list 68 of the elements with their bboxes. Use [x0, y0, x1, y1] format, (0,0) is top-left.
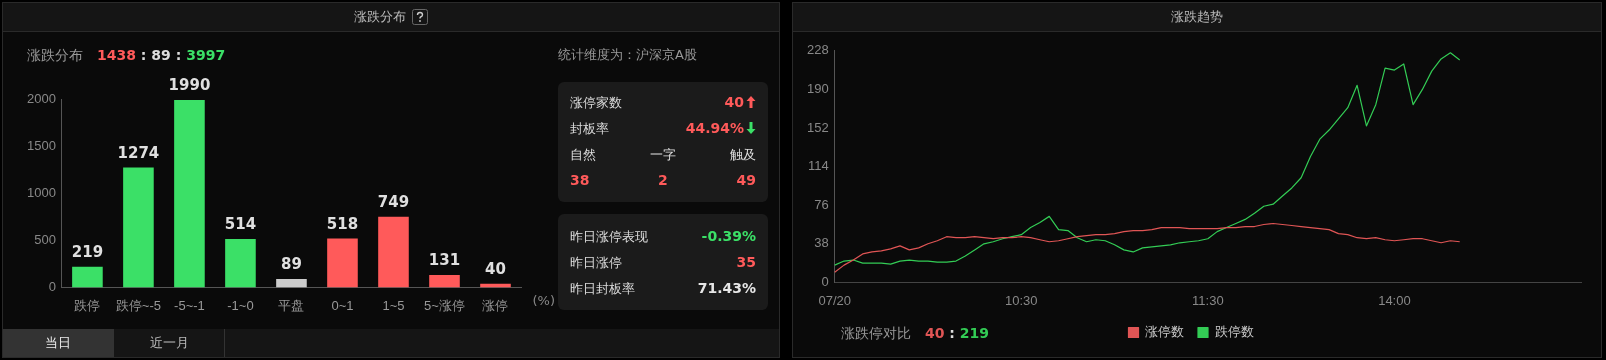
bar: [225, 238, 256, 288]
x-axis-title: (%): [532, 293, 555, 309]
x-tick-label: 11:30: [1192, 292, 1224, 308]
bar: [72, 266, 103, 288]
text: 38: [570, 172, 590, 188]
text: 昨日涨停: [570, 254, 622, 272]
x-tick-label: 跌停: [74, 297, 101, 313]
chart-title: 涨跌趋势: [793, 3, 1601, 32]
data-label: 89: [281, 255, 302, 274]
y-tick-label: 114: [807, 158, 829, 174]
y-tick-label: 1000: [27, 184, 56, 200]
bar: [276, 279, 307, 288]
bar: [123, 167, 154, 288]
bar: [174, 99, 205, 288]
x-tick-label: 07/20: [818, 292, 851, 308]
y-tick-label: 38: [814, 235, 829, 251]
x-tick-label: 0~1: [331, 297, 354, 313]
legend-label: 跌停数: [1214, 324, 1254, 340]
data-label: 131: [428, 251, 461, 270]
text: 昨日封板率: [570, 280, 635, 298]
text: 昨日涨停表现: [570, 228, 648, 246]
y-tick-label: 76: [814, 196, 829, 212]
data-label: 749: [377, 193, 410, 212]
text: 一字: [650, 146, 676, 164]
text: 统计维度为：沪深京A股: [558, 46, 697, 64]
bar: [429, 275, 460, 288]
x-tick-label: -1~0: [227, 297, 254, 313]
bar: [327, 238, 358, 288]
data-label: 40: [485, 260, 506, 279]
chart-subtitle: 涨跌分布 1438 : 89 : 3997: [27, 47, 226, 63]
x-tick-label: 5~涨停: [424, 297, 465, 313]
text: 40: [724, 94, 744, 110]
text: 71.43%: [697, 280, 756, 296]
legend-label: 涨停数: [1145, 324, 1184, 340]
y-tick-label: 190: [806, 80, 829, 96]
y-tick-label: 500: [34, 231, 56, 247]
text: 涨跌停对比 40 : 219: [841, 325, 990, 341]
x-tick-label: 平盘: [278, 297, 305, 313]
y-tick-label: 152: [806, 119, 829, 135]
text: 自然: [570, 146, 596, 164]
x-tick-label: 1~5: [382, 297, 405, 313]
text: 49: [736, 172, 756, 188]
data-label: 219: [71, 243, 104, 262]
y-tick-label: 0: [48, 278, 56, 294]
chart-title: 涨跌分布: [354, 8, 406, 26]
text: 近一月: [114, 329, 225, 357]
y-tick-label: 2000: [27, 90, 56, 106]
text: 当日: [3, 329, 114, 357]
text: 44.94%: [685, 120, 744, 136]
data-label: 514: [224, 215, 257, 234]
y-tick-label: 1500: [27, 137, 56, 153]
x-tick-label: 10:30: [1004, 292, 1038, 308]
x-tick-label: 涨停: [482, 297, 509, 313]
text: 2: [658, 172, 668, 188]
text: 封板率: [570, 120, 609, 138]
bar: [378, 216, 409, 288]
data-label: 1990: [168, 76, 211, 95]
x-tick-label: -5~-1: [174, 297, 205, 313]
text: 35: [736, 254, 756, 270]
x-tick-label: 跌停~-5: [115, 297, 162, 313]
x-tick-label: 14:00: [1378, 292, 1411, 308]
text: 触及: [730, 146, 756, 164]
y-tick-label: 228: [806, 42, 829, 58]
text: 涨停家数: [570, 94, 622, 112]
y-tick-label: 0: [821, 273, 829, 289]
text: -0.39%: [701, 228, 756, 244]
data-label: 518: [326, 215, 359, 233]
data-label: 1274: [117, 143, 160, 162]
